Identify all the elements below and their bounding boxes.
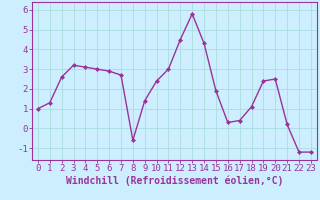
X-axis label: Windchill (Refroidissement éolien,°C): Windchill (Refroidissement éolien,°C) [66,176,283,186]
